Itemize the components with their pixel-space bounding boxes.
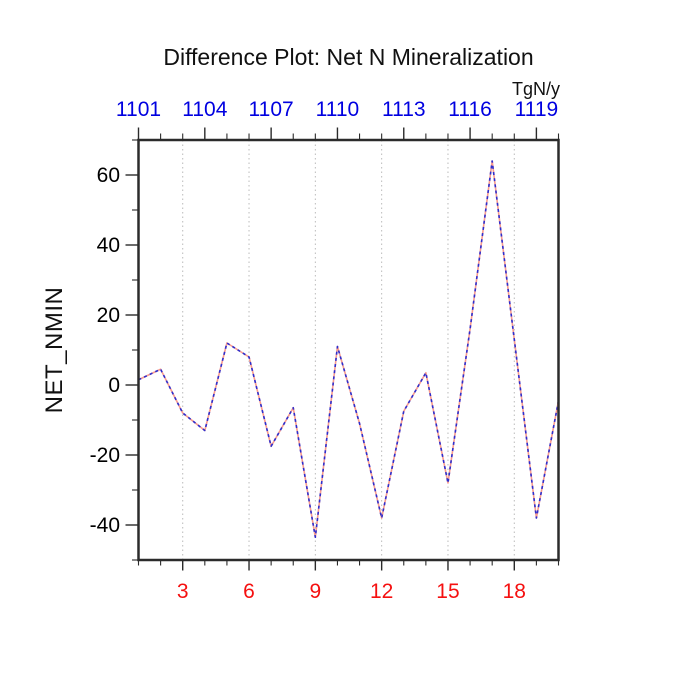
left-axis-tick-label: 0 [108, 374, 120, 397]
left-axis-tick-label: 40 [97, 234, 120, 257]
bottom-axis-tick-label: 3 [177, 580, 189, 603]
bottom-axis-tick-label: 12 [370, 580, 393, 603]
bottom-axis-tick-label: 18 [503, 580, 526, 603]
top-axis-tick-label: 1101 [116, 98, 161, 121]
top-axis-tick-label: 1110 [316, 98, 360, 121]
top-axis-tick-label: 1113 [382, 98, 426, 121]
left-axis-tick-label: 20 [97, 304, 120, 327]
top-axis-tick-label: 1116 [448, 98, 492, 121]
left-axis-tick-label: -40 [90, 514, 120, 537]
top-axis-unit-label: TgN/y [512, 79, 560, 99]
bottom-axis-tick-label: 9 [309, 580, 321, 603]
axis-ticks [125, 127, 560, 571]
axis-tick-labels: 1101 1104 1107 1110 1113 1116 1119 3 6 9 12 15 18 -40… [90, 98, 559, 603]
top-axis-tick-label: 1107 [249, 98, 294, 121]
frame-rect [137, 138, 560, 562]
top-axis-tick-label: 1119 [515, 98, 559, 121]
series-line-solid [138, 160, 560, 539]
bottom-axis-tick-label: 15 [436, 580, 459, 603]
y-axis-title: NET_NMIN [41, 287, 68, 414]
top-axis-tick-label: 1104 [182, 98, 227, 121]
bottom-axis-tick-label: 6 [243, 580, 255, 603]
series-lines [138, 160, 560, 539]
series-line-dashed [138, 160, 560, 539]
x-gridlines [182, 140, 515, 560]
chart-title: Difference Plot: Net N Mineralization [163, 44, 533, 70]
left-axis-tick-label: -20 [90, 444, 120, 467]
left-axis-tick-label: 60 [97, 164, 120, 187]
plot-frame [137, 138, 560, 562]
